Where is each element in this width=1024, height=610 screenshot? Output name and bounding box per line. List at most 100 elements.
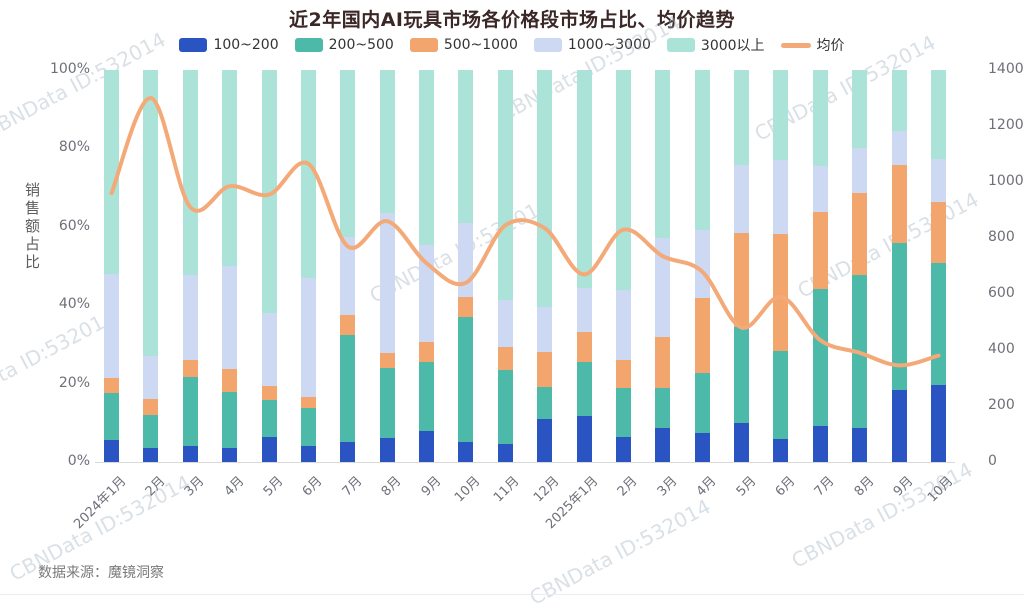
bar-segment xyxy=(773,70,789,161)
legend: 100~200 200~500 500~1000 1000~3000 3000以上 均价 xyxy=(0,36,1024,54)
x-axis-label: 2月 xyxy=(615,473,641,500)
bar-segment xyxy=(852,192,868,275)
x-axis-label: 10月 xyxy=(451,473,484,506)
legend-item[interactable]: 500~1000 xyxy=(409,37,518,53)
bar-segment xyxy=(655,336,671,389)
bar-segment xyxy=(576,416,592,462)
right-axis-tick-label: 200 xyxy=(988,397,1015,413)
left-axis-tick-label: 40% xyxy=(58,296,90,313)
bar-segment xyxy=(143,70,159,357)
bar-segment xyxy=(852,148,868,193)
bar-segment xyxy=(812,211,828,290)
bar-segment xyxy=(143,448,159,462)
bar-segment xyxy=(458,316,474,443)
bar-segment xyxy=(497,444,513,462)
legend-swatch-icon xyxy=(179,38,208,52)
bar-segment xyxy=(419,341,435,362)
bar-segment xyxy=(576,288,592,332)
bar-segment xyxy=(419,430,435,462)
bar-segment xyxy=(419,361,435,431)
left-axis-tick-label: 60% xyxy=(58,217,90,234)
bar-segment xyxy=(655,238,671,337)
bar-segment xyxy=(104,440,119,462)
bar-segment xyxy=(458,297,474,317)
bar-segment xyxy=(261,436,277,462)
bar-segment xyxy=(773,160,789,235)
legend-item[interactable]: 100~200 xyxy=(179,37,279,53)
bar-segment xyxy=(340,442,356,462)
bar-segment xyxy=(182,360,198,377)
x-axis-label: 3月 xyxy=(654,473,681,500)
watermark-text: CBNData ID:532014 xyxy=(0,304,120,420)
legend-item[interactable]: 1000~3000 xyxy=(533,37,651,53)
legend-item[interactable]: 3000以上 xyxy=(666,35,765,55)
x-axis-label: 4月 xyxy=(693,473,720,500)
bar-segment xyxy=(931,263,946,386)
bar-segment xyxy=(931,159,946,202)
watermark-text: CBNData ID:532014 xyxy=(787,457,977,573)
bar-segment xyxy=(537,307,553,353)
bar-segment xyxy=(497,346,513,370)
bar-segment xyxy=(576,361,592,417)
x-axis-label: 11月 xyxy=(491,473,523,506)
x-axis-line xyxy=(95,462,955,463)
bar-segment xyxy=(222,266,238,370)
bar-segment xyxy=(458,70,474,224)
bar-segment xyxy=(537,387,553,419)
bar-segment xyxy=(694,70,710,230)
legend-line-swatch-icon xyxy=(780,42,811,48)
left-axis-tick-label: 20% xyxy=(58,374,90,391)
bar-segment xyxy=(419,244,435,342)
legend-swatch-icon xyxy=(533,38,562,52)
legend-label: 均价 xyxy=(816,38,845,54)
bar-segment xyxy=(734,422,750,462)
bar-segment xyxy=(655,388,671,429)
x-axis-label: 6月 xyxy=(772,473,799,500)
bar-segment xyxy=(931,70,946,160)
right-axis-tick-label: 600 xyxy=(988,285,1015,301)
bar-segment xyxy=(615,388,631,437)
legend-label: 200~500 xyxy=(328,37,394,53)
legend-item[interactable]: 均价 xyxy=(780,35,845,55)
bar-segment xyxy=(497,70,513,301)
right-axis-tick-label: 800 xyxy=(988,229,1015,245)
bar-segment xyxy=(340,334,356,443)
bar-segment xyxy=(931,201,946,264)
bar-segment xyxy=(104,70,119,274)
bar-segment xyxy=(852,275,868,428)
legend-label: 1000~3000 xyxy=(567,37,651,53)
x-axis-label: 2月 xyxy=(142,473,169,500)
legend-label: 500~1000 xyxy=(443,37,518,53)
bar-segment xyxy=(261,385,277,401)
bar-segment xyxy=(852,70,868,149)
bar-segment xyxy=(694,298,710,374)
bar-segment xyxy=(379,70,395,214)
bar-segment xyxy=(379,213,395,354)
bar-segment xyxy=(773,234,789,352)
bar-segment xyxy=(182,446,198,462)
legend-swatch-icon xyxy=(666,38,695,52)
bar-segment xyxy=(261,70,277,314)
bar-segment xyxy=(891,70,907,132)
x-axis-label: 2024年1月 xyxy=(70,473,129,533)
left-axis-tick-label: 0% xyxy=(67,453,90,469)
bar-segment xyxy=(852,427,868,462)
bar-segment xyxy=(812,425,828,462)
right-axis-tick-label: 1000 xyxy=(988,173,1024,189)
bar-segment xyxy=(379,368,395,439)
bar-segment xyxy=(458,442,474,462)
legend-item[interactable]: 200~500 xyxy=(294,37,394,53)
legend-swatch-icon xyxy=(294,38,323,52)
bar-segment xyxy=(931,385,946,462)
bar-segment xyxy=(734,164,750,234)
x-axis-label: 9月 xyxy=(890,473,917,500)
bar-segment xyxy=(419,70,435,245)
left-axis-tick-label: 100% xyxy=(49,61,90,77)
bar-segment xyxy=(655,70,671,239)
bar-segment xyxy=(537,70,553,308)
right-axis-tick-label: 0 xyxy=(988,453,997,469)
bottom-divider xyxy=(0,594,1024,595)
bar-segment xyxy=(497,369,513,445)
x-axis-label: 8月 xyxy=(851,473,878,500)
bar-segment xyxy=(615,360,631,389)
